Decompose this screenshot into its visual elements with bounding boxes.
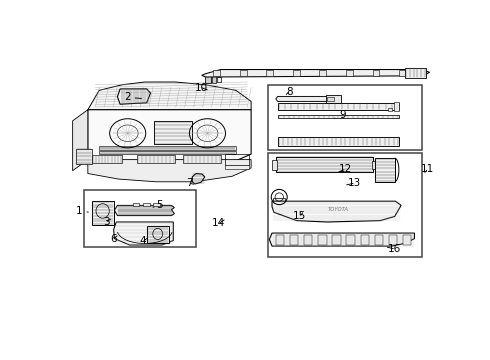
Text: 8: 8 <box>286 87 293 97</box>
Bar <box>276 235 284 245</box>
Bar <box>268 153 422 257</box>
Polygon shape <box>202 69 430 77</box>
Bar <box>133 203 140 206</box>
Bar <box>92 156 122 163</box>
Bar <box>76 149 92 164</box>
Bar <box>212 76 216 82</box>
Text: 14: 14 <box>212 219 225 228</box>
Text: 4: 4 <box>140 237 147 246</box>
Bar <box>304 235 313 245</box>
Text: 2: 2 <box>124 92 142 102</box>
Text: 15: 15 <box>293 211 306 221</box>
Bar <box>302 97 306 100</box>
Bar <box>224 154 249 165</box>
Polygon shape <box>88 82 251 110</box>
Bar <box>154 121 192 144</box>
Bar <box>137 156 175 163</box>
Polygon shape <box>270 233 415 246</box>
Bar <box>99 151 236 154</box>
Bar <box>278 103 399 110</box>
Bar <box>389 235 397 245</box>
Bar <box>217 77 220 82</box>
Bar <box>346 235 355 245</box>
Polygon shape <box>115 205 174 216</box>
Bar <box>318 97 321 100</box>
Text: 10: 10 <box>195 82 208 93</box>
Bar <box>374 158 395 182</box>
Bar <box>403 235 412 245</box>
Text: 7: 7 <box>186 178 194 188</box>
Bar <box>375 235 383 245</box>
Bar <box>293 69 300 76</box>
Bar <box>332 235 341 245</box>
Bar <box>318 235 326 245</box>
Bar <box>205 75 211 84</box>
Bar <box>276 157 372 172</box>
Bar <box>326 95 341 103</box>
Text: 3: 3 <box>103 217 111 227</box>
Bar <box>325 97 329 100</box>
Text: 11: 11 <box>421 164 434 174</box>
Bar <box>272 160 276 170</box>
Polygon shape <box>272 201 401 222</box>
Bar <box>294 97 298 100</box>
Bar <box>388 108 392 111</box>
Bar <box>379 162 383 168</box>
Polygon shape <box>114 222 173 245</box>
Polygon shape <box>192 174 205 184</box>
Bar <box>267 69 273 76</box>
Text: 6: 6 <box>110 234 117 244</box>
Text: 12: 12 <box>339 164 352 174</box>
Bar <box>84 190 196 247</box>
Bar <box>346 69 353 76</box>
Bar <box>290 235 298 245</box>
Bar <box>213 69 220 76</box>
Bar <box>287 97 291 100</box>
Text: 9: 9 <box>335 110 345 120</box>
Bar <box>372 161 379 169</box>
Bar <box>99 146 236 150</box>
Bar <box>143 203 150 206</box>
Bar <box>399 69 406 76</box>
Polygon shape <box>88 110 251 168</box>
Bar <box>147 226 169 243</box>
Bar <box>372 69 379 76</box>
Bar <box>361 235 369 245</box>
Bar <box>183 156 221 163</box>
Bar <box>383 163 387 168</box>
Bar <box>153 203 160 206</box>
Bar <box>224 165 249 169</box>
Bar <box>405 68 426 77</box>
Bar <box>310 97 314 100</box>
Text: 13: 13 <box>346 178 361 188</box>
Bar <box>327 97 334 101</box>
Bar <box>278 115 399 118</box>
Bar <box>273 198 285 203</box>
Polygon shape <box>73 110 88 171</box>
Text: 16: 16 <box>387 244 401 254</box>
Text: TOYOTA: TOYOTA <box>328 207 349 212</box>
Text: 1: 1 <box>76 206 88 216</box>
Bar <box>268 85 422 150</box>
Text: 5: 5 <box>153 201 163 210</box>
Polygon shape <box>276 96 329 102</box>
Bar <box>240 69 246 76</box>
Polygon shape <box>118 89 150 104</box>
Bar <box>278 137 399 146</box>
Bar <box>319 69 326 76</box>
Polygon shape <box>88 159 251 182</box>
Bar <box>92 201 114 225</box>
Bar <box>393 102 399 111</box>
Bar <box>279 97 283 100</box>
